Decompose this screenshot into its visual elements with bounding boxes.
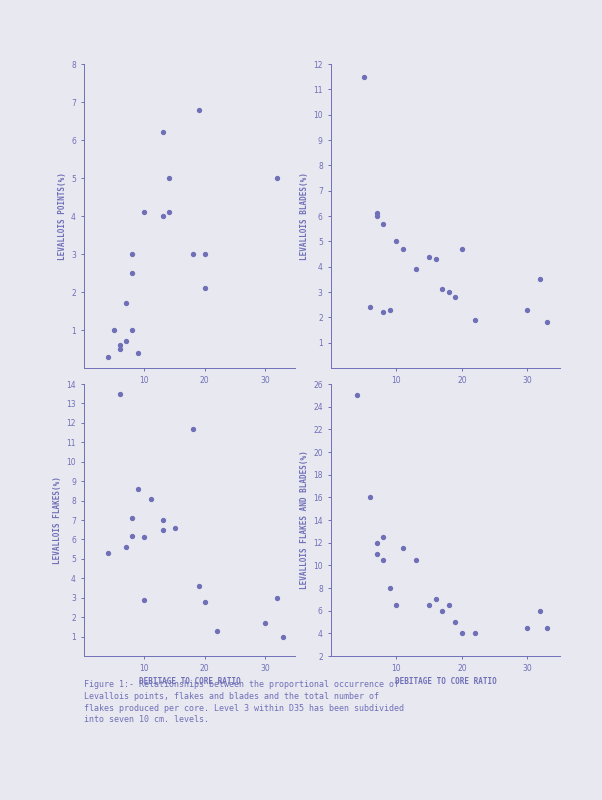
- Point: [372, 210, 382, 222]
- Point: [194, 580, 203, 593]
- Point: [194, 103, 203, 116]
- Point: [128, 512, 137, 525]
- Point: [542, 622, 551, 634]
- Y-axis label: LEVALLOIS BLADES(%): LEVALLOIS BLADES(%): [300, 172, 309, 260]
- Point: [200, 282, 209, 294]
- Point: [379, 554, 388, 566]
- Point: [470, 314, 480, 326]
- Point: [398, 242, 408, 255]
- Point: [122, 541, 131, 554]
- Point: [164, 172, 173, 185]
- Point: [272, 591, 282, 604]
- Point: [372, 207, 382, 220]
- Point: [158, 210, 167, 222]
- Point: [523, 303, 532, 316]
- Y-axis label: LEVALLOIS FLAKES(%): LEVALLOIS FLAKES(%): [53, 476, 62, 564]
- Point: [424, 250, 434, 263]
- Point: [200, 595, 209, 608]
- Point: [535, 273, 545, 286]
- X-axis label: DEBITAGE TO CORE RATIO: DEBITAGE TO CORE RATIO: [394, 390, 497, 398]
- Point: [379, 530, 388, 543]
- Point: [372, 536, 382, 549]
- Point: [188, 248, 197, 261]
- Point: [128, 266, 137, 279]
- Point: [438, 604, 447, 617]
- Point: [392, 235, 402, 248]
- Point: [122, 297, 131, 310]
- Point: [385, 303, 395, 316]
- Point: [450, 616, 460, 629]
- Point: [128, 323, 137, 336]
- X-axis label: DEBITAGE TO CORE RATIO: DEBITAGE TO CORE RATIO: [138, 678, 241, 686]
- Point: [212, 624, 222, 637]
- Point: [365, 491, 375, 504]
- Point: [379, 217, 388, 230]
- Point: [365, 301, 375, 314]
- Point: [457, 627, 467, 640]
- Point: [444, 598, 453, 611]
- Point: [379, 306, 388, 318]
- Point: [200, 248, 209, 261]
- X-axis label: DEBITAGE TO CORE RATIO: DEBITAGE TO CORE RATIO: [138, 390, 241, 398]
- Point: [128, 248, 137, 261]
- Point: [372, 547, 382, 560]
- Point: [128, 529, 137, 542]
- Point: [352, 389, 362, 402]
- Point: [457, 242, 467, 255]
- Point: [110, 323, 119, 336]
- Point: [411, 262, 421, 275]
- Point: [431, 593, 441, 606]
- Point: [158, 523, 167, 536]
- Point: [424, 598, 434, 611]
- Y-axis label: LEVALLOIS FLAKES AND BLADES(%): LEVALLOIS FLAKES AND BLADES(%): [300, 450, 309, 590]
- Point: [170, 522, 179, 534]
- Point: [134, 482, 143, 495]
- Point: [116, 342, 125, 355]
- Point: [260, 617, 270, 630]
- Point: [398, 542, 408, 554]
- Point: [140, 594, 149, 606]
- Y-axis label: LEVALLOIS POINTS(%): LEVALLOIS POINTS(%): [58, 172, 67, 260]
- X-axis label: DEBITAGE TO CORE RATIO: DEBITAGE TO CORE RATIO: [394, 678, 497, 686]
- Text: Figure 1:- Relationships between the proportional occurrence of
Levallois points: Figure 1:- Relationships between the pro…: [84, 680, 405, 725]
- Point: [470, 627, 480, 640]
- Point: [272, 172, 282, 185]
- Point: [450, 290, 460, 303]
- Point: [134, 346, 143, 359]
- Point: [140, 531, 149, 544]
- Point: [438, 283, 447, 296]
- Point: [122, 335, 131, 348]
- Point: [158, 126, 167, 139]
- Point: [535, 604, 545, 617]
- Point: [444, 286, 453, 298]
- Point: [385, 582, 395, 594]
- Point: [392, 598, 402, 611]
- Point: [116, 339, 125, 352]
- Point: [188, 422, 197, 435]
- Point: [158, 514, 167, 526]
- Point: [523, 622, 532, 634]
- Point: [359, 70, 368, 83]
- Point: [164, 206, 173, 218]
- Point: [140, 206, 149, 218]
- Point: [542, 316, 551, 329]
- Point: [278, 630, 288, 643]
- Point: [104, 546, 113, 559]
- Point: [411, 554, 421, 566]
- Point: [431, 253, 441, 266]
- Point: [146, 492, 155, 505]
- Point: [104, 350, 113, 363]
- Point: [116, 387, 125, 400]
